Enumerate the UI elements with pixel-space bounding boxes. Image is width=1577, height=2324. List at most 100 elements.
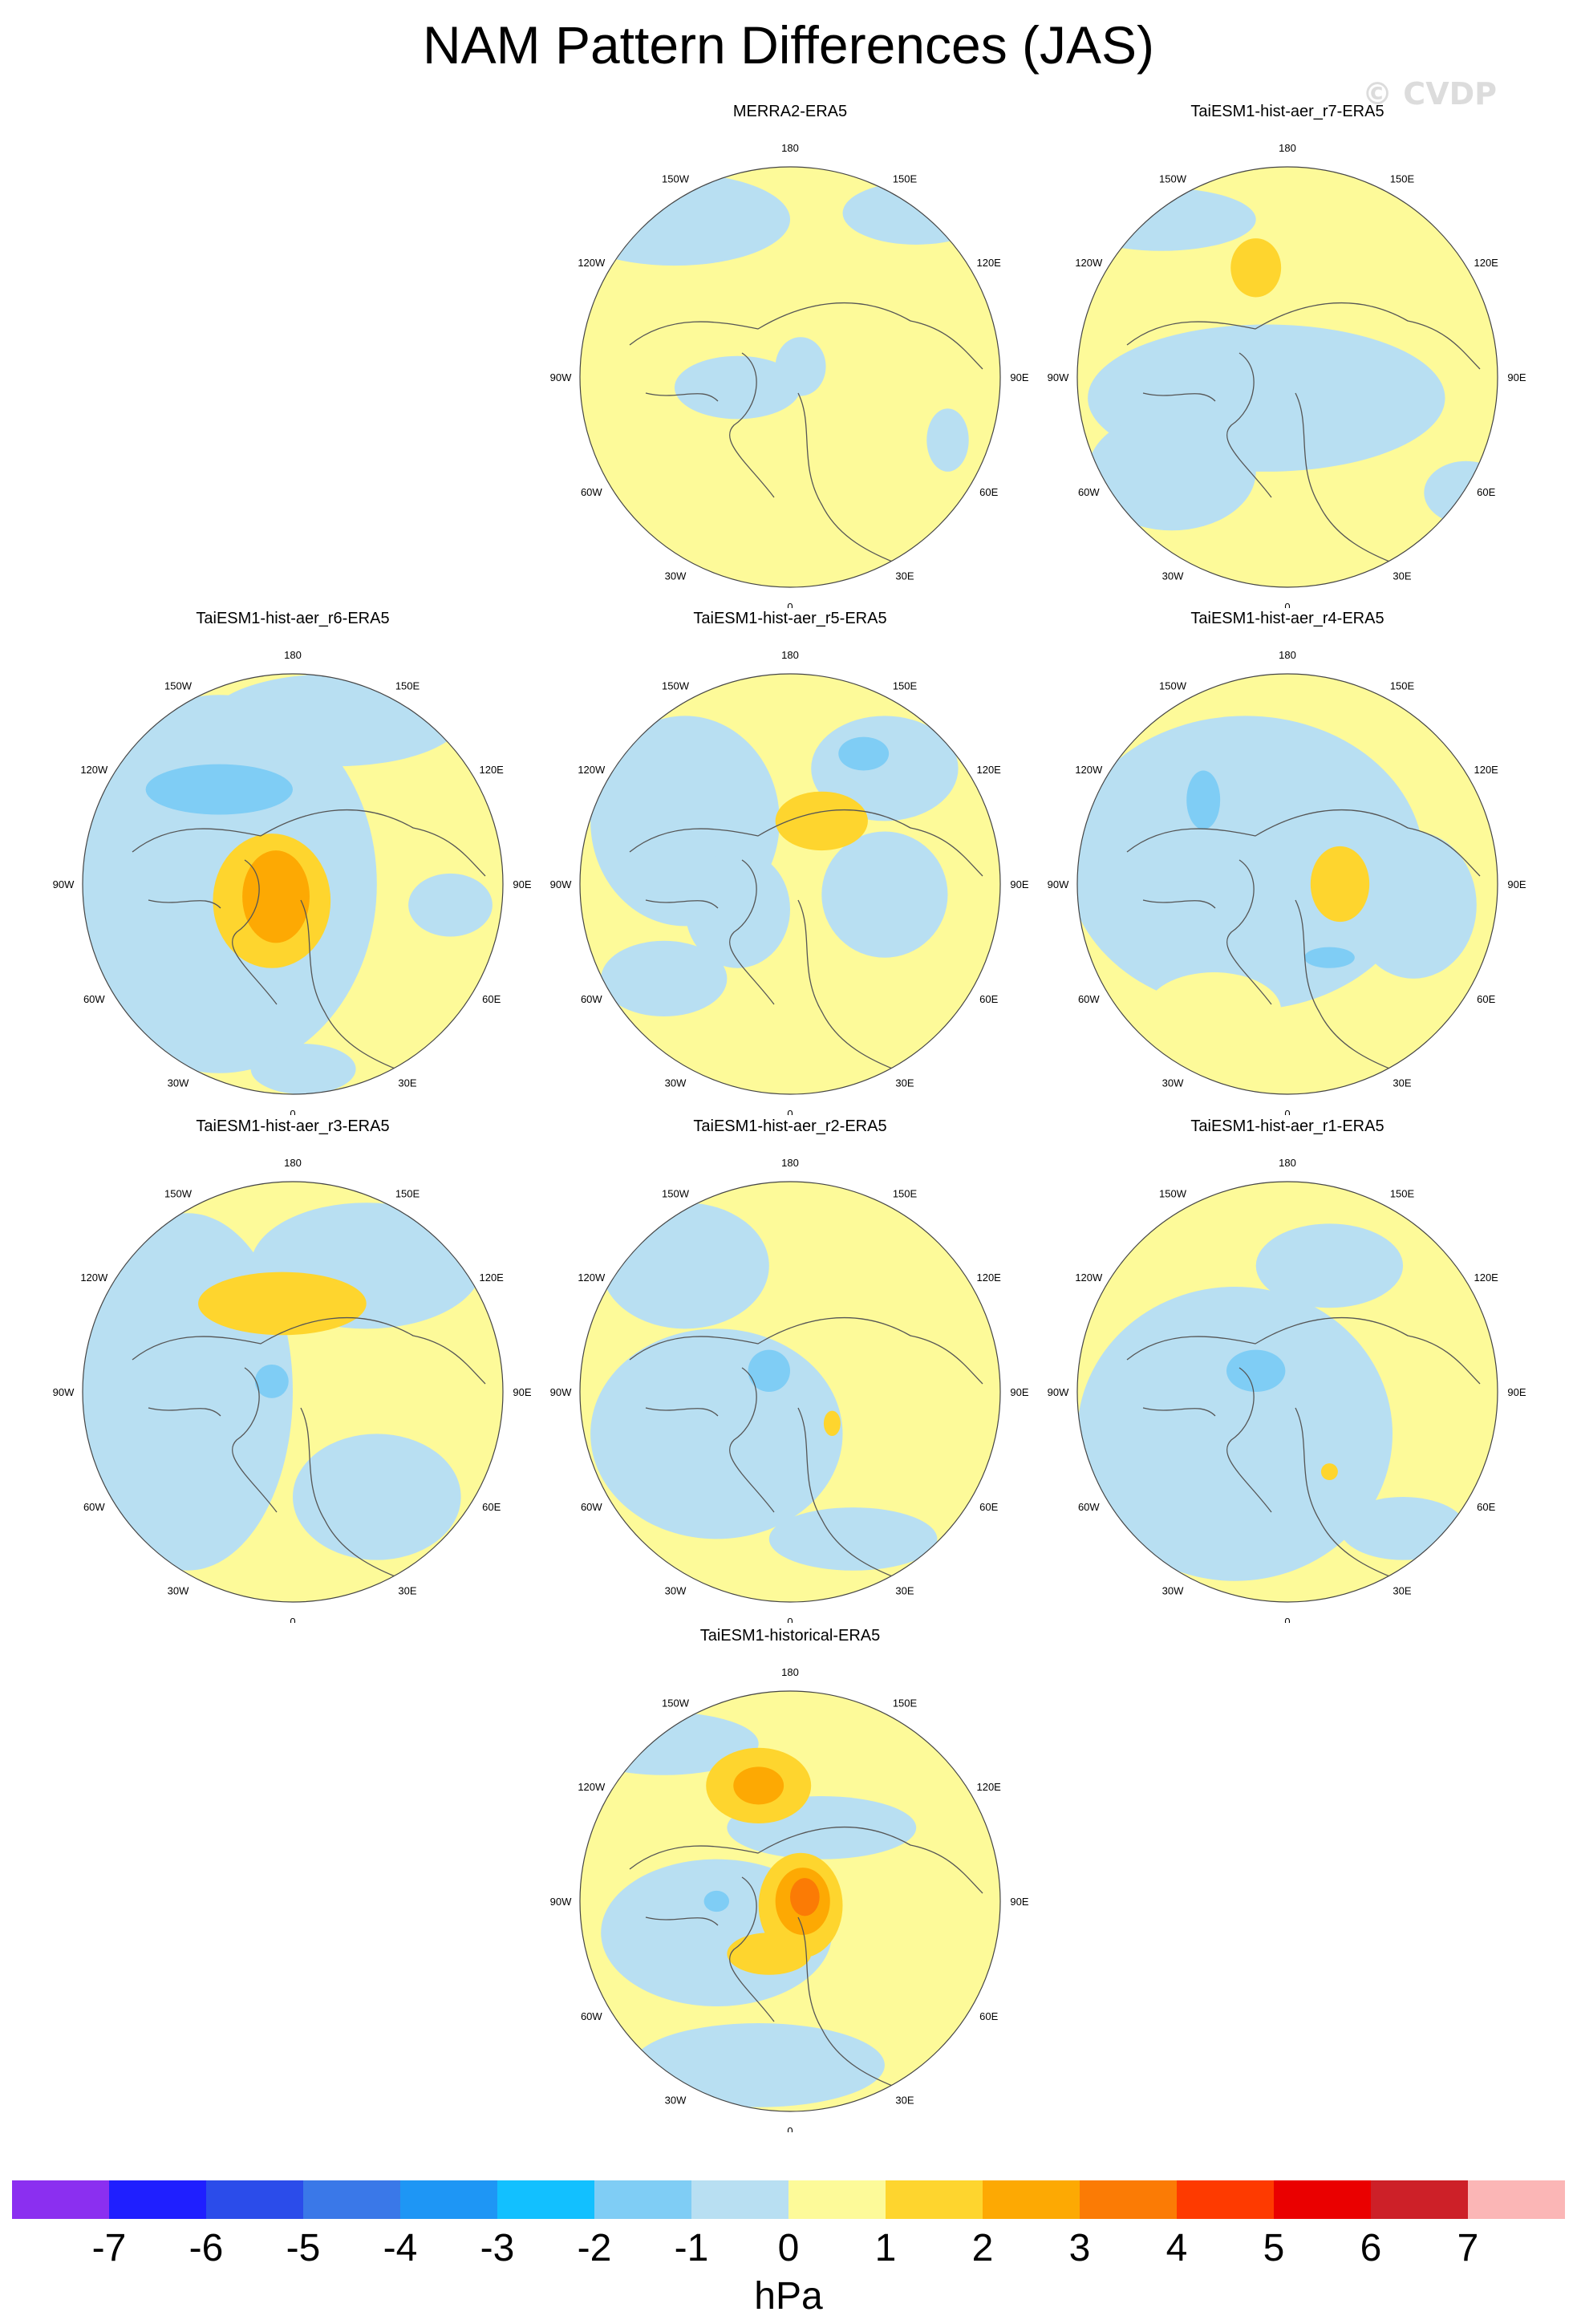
longitude-label: 120E [976, 764, 1001, 776]
colorbar-tick-label: -4 [383, 2227, 418, 2269]
colorbar-tick-label: -1 [674, 2227, 709, 2269]
coastline [629, 302, 983, 566]
longitude-label: 150E [893, 679, 918, 692]
longitude-label: 90E [1507, 878, 1526, 890]
colorbar-swatch [303, 2180, 400, 2219]
anomaly-contour [198, 1272, 367, 1336]
anomaly-contour [821, 831, 948, 958]
longitude-label: 150W [662, 1697, 690, 1709]
longitude-label: 90W [1048, 878, 1069, 890]
colorbar-swatch [983, 2180, 1080, 2219]
polar-map: 180 150E 120E 90E 60E 30E 0 30W 60W 90W 120W 150W [1048, 649, 1526, 1115]
longitude-label: 90W [1048, 371, 1069, 383]
longitude-label: 90W [550, 1386, 572, 1398]
colorbar-swatch [788, 2180, 886, 2219]
longitude-label: 150W [164, 679, 193, 692]
longitude-label: 60W [581, 1501, 602, 1513]
colorbar-swatch [594, 2180, 691, 2219]
polar-map: 180 150E 120E 90E 60E 30E 0 30W 60W 90W 120W 150W [1048, 142, 1526, 608]
longitude-label: 120E [1474, 1272, 1498, 1284]
colorbar-tick-label: 2 [971, 2227, 994, 2269]
map-border [1076, 166, 1498, 588]
longitude-label: 30E [1393, 1585, 1411, 1597]
longitude-label: 60E [979, 993, 998, 1005]
longitude-label: 60W [1078, 486, 1100, 498]
longitude-label: 60E [1477, 486, 1495, 498]
anomaly-contour [601, 940, 728, 1017]
map-border [579, 166, 1001, 588]
longitude-label: 150W [662, 172, 690, 185]
longitude-label: 150E [1390, 679, 1415, 692]
longitude-label: 180 [284, 1157, 302, 1169]
colorbar-tick-label: 0 [777, 2227, 800, 2269]
longitude-label: 120E [1474, 257, 1498, 269]
longitude-label: 180 [781, 142, 799, 154]
longitude-label: 150E [1390, 1187, 1415, 1199]
map-panel: TaiESM1-hist-aer_r4-ERA5 180 150E 120E 90E 60… [1047, 610, 1528, 1115]
colorbar [12, 2180, 1565, 2219]
longitude-label: 150E [893, 1187, 918, 1199]
longitude-label: 90W [550, 371, 572, 383]
longitude-label: 150W [1159, 1187, 1187, 1199]
longitude-label: 90E [1507, 371, 1526, 383]
colorbar-tick-label: 5 [1263, 2227, 1285, 2269]
polar-map: 180 150E 120E 90E 60E 30E 0 30W 60W 90W 120W 150W [53, 649, 532, 1115]
longitude-label: 120E [479, 1272, 504, 1284]
colorbar-swatch [1274, 2180, 1371, 2219]
longitude-label: 90E [1010, 371, 1028, 383]
coastline [132, 809, 486, 1073]
anomaly-contour [601, 1203, 769, 1329]
longitude-label: 0 [290, 1616, 295, 1623]
anomaly-contour [250, 1044, 356, 1094]
anomaly-contour [674, 355, 801, 420]
longitude-label: 0 [787, 1616, 793, 1623]
anomaly-contour [1350, 831, 1477, 979]
longitude-label: 30W [665, 1077, 687, 1089]
colorbar-swatch [12, 2180, 109, 2219]
anomaly-contour [775, 791, 868, 851]
anomaly-contour [254, 1364, 289, 1398]
longitude-label: 30W [1162, 570, 1184, 582]
longitude-label: 60E [979, 2010, 998, 2022]
colorbar-swatch [691, 2180, 788, 2219]
anomaly-contour [685, 850, 790, 968]
longitude-label: 60E [1477, 993, 1495, 1005]
longitude-label: 90E [1010, 1896, 1028, 1908]
map-panel: TaiESM1-historical-ERA5 180 150E 120E 90E 60E… [549, 1627, 1031, 2132]
longitude-label: 90E [1010, 1386, 1028, 1398]
colorbar-swatch [109, 2180, 206, 2219]
anomaly-contour [926, 408, 969, 472]
longitude-label: 150W [164, 1187, 193, 1199]
coastline [132, 1316, 486, 1581]
map-border [579, 1181, 1001, 1603]
colorbar-tick-label: 6 [1360, 2227, 1382, 2269]
longitude-label: 120E [976, 1781, 1001, 1793]
panel-title: TaiESM1-hist-aer_r4-ERA5 [1190, 610, 1384, 627]
colorbar-swatch [1080, 2180, 1177, 2219]
longitude-label: 90E [513, 1386, 531, 1398]
longitude-label: 60W [581, 993, 602, 1005]
longitude-label: 90W [550, 878, 572, 890]
longitude-label: 120E [976, 1272, 1001, 1284]
map-panel: TaiESM1-hist-aer_r2-ERA5 180 150E 120E 90E 60… [549, 1117, 1031, 1623]
figure-title: NAM Pattern Differences (JAS) [422, 15, 1155, 75]
longitude-label: 0 [290, 1108, 295, 1115]
map-border [579, 673, 1001, 1095]
longitude-label: 150W [1159, 172, 1187, 185]
longitude-label: 30E [1393, 1077, 1411, 1089]
anomaly-contour [727, 1933, 812, 1975]
longitude-label: 90E [1010, 878, 1028, 890]
colorbar-tick-label: -2 [577, 2227, 612, 2269]
anomaly-contour [790, 1878, 820, 1916]
polar-map: 180 150E 120E 90E 60E 30E 0 30W 60W 90W 120W 150W [550, 1157, 1029, 1623]
longitude-label: 30E [398, 1585, 416, 1597]
longitude-label: 180 [1279, 142, 1296, 154]
longitude-label: 30E [895, 1077, 914, 1089]
map-panel: TaiESM1-hist-aer_r5-ERA5 180 150E 120E 90E 60… [549, 610, 1031, 1115]
longitude-label: 90W [1048, 1386, 1069, 1398]
map-border [579, 1690, 1001, 2112]
longitude-label: 90W [53, 1386, 75, 1398]
longitude-label: 180 [1279, 649, 1296, 661]
anomaly-contour [209, 674, 461, 767]
anomaly-contour [1310, 846, 1370, 923]
